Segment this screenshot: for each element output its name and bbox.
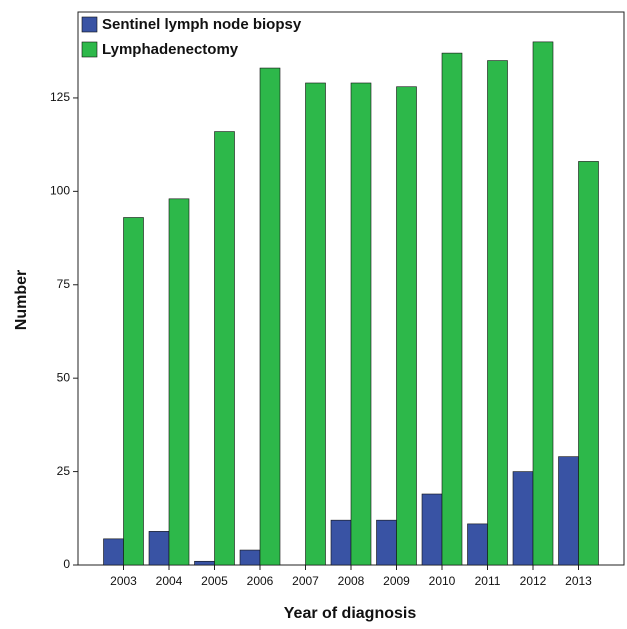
bar xyxy=(239,549,261,566)
bar xyxy=(194,560,215,566)
y-tick-label: 100 xyxy=(50,184,70,198)
x-tick-label: 2007 xyxy=(292,574,319,588)
y-tick-label: 0 xyxy=(63,557,70,571)
bar xyxy=(103,538,124,566)
x-tick-label: 2011 xyxy=(475,574,501,588)
x-tick-label: 2004 xyxy=(156,574,183,588)
bar xyxy=(487,60,508,566)
bar xyxy=(305,82,326,566)
x-tick-label: 2008 xyxy=(338,574,365,588)
bar xyxy=(148,531,170,566)
bar xyxy=(441,52,463,566)
x-tick-label: 2012 xyxy=(520,574,547,588)
x-tick-label: 2005 xyxy=(201,574,228,588)
bar xyxy=(578,161,599,566)
bar xyxy=(123,217,144,566)
bar xyxy=(532,41,554,566)
y-tick-label: 50 xyxy=(57,370,71,384)
legend-label: Lymphadenectomy xyxy=(102,41,239,58)
x-tick-label: 2009 xyxy=(383,574,410,588)
y-tick-label: 75 xyxy=(57,277,71,291)
y-axis-label: Number xyxy=(13,270,30,330)
bar xyxy=(214,131,235,566)
x-tick-label: 2010 xyxy=(429,574,456,588)
bar xyxy=(350,82,372,566)
legend-swatch xyxy=(81,16,98,33)
bar xyxy=(376,519,397,566)
x-tick-label: 2006 xyxy=(247,574,274,588)
bar xyxy=(558,456,579,566)
x-axis-label: Year of diagnosis xyxy=(284,605,417,622)
bar xyxy=(512,471,534,566)
bar xyxy=(396,86,417,566)
legend-label: Sentinel lymph node biopsy xyxy=(102,16,302,33)
y-tick-label: 25 xyxy=(57,464,71,478)
x-tick-label: 2013 xyxy=(565,574,592,588)
bar xyxy=(168,198,190,566)
bar xyxy=(330,519,352,566)
bar xyxy=(259,67,281,566)
bar xyxy=(467,523,488,566)
y-tick-label: 125 xyxy=(50,90,70,104)
legend-swatch xyxy=(81,41,98,58)
x-tick-label: 2003 xyxy=(110,574,137,588)
bar xyxy=(421,493,443,566)
